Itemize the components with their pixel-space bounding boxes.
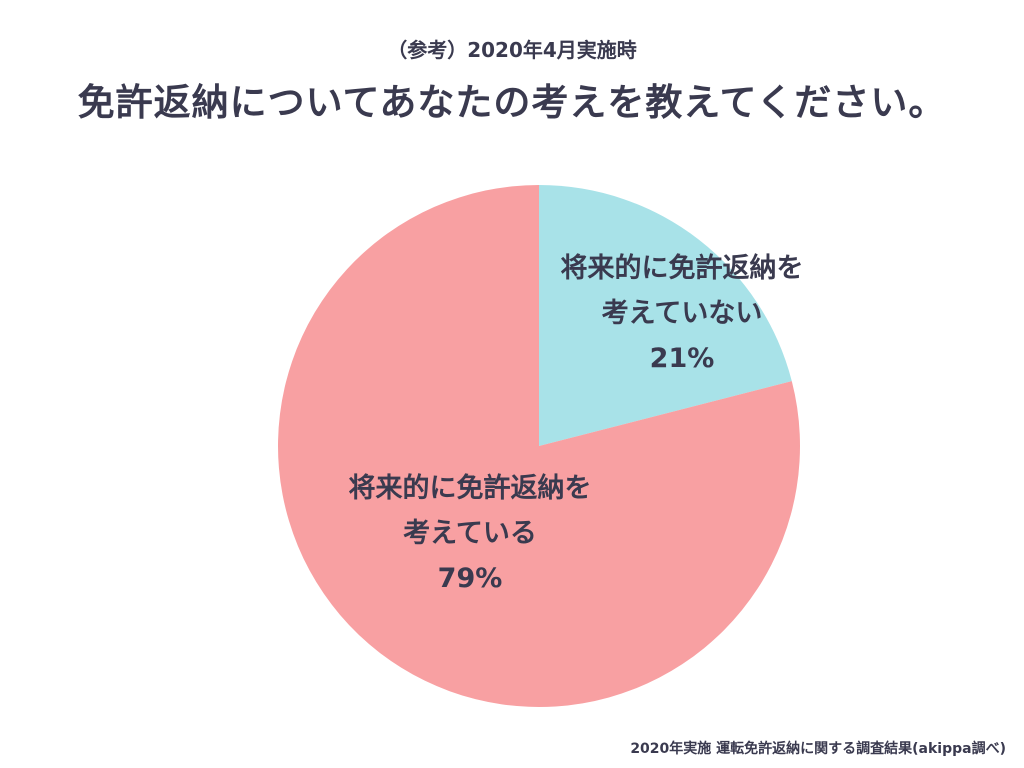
chart-title: 免許返納についてあなたの考えを教えてください。 <box>77 81 947 124</box>
pie-slice-0 <box>539 185 792 446</box>
slice-label-0-line-2: 21% <box>650 343 715 374</box>
chart-subtitle: （参考）2020年4月実施時 <box>387 38 637 62</box>
source-note: 2020年実施 運転免許返納に関する調査結果(akippa調べ) <box>630 741 1006 757</box>
slice-label-1-line-2: 79% <box>438 563 503 594</box>
slice-label-0-line-0: 将来的に免許返納を <box>561 252 804 284</box>
slice-label-0-line-1: 考えていない <box>602 298 763 329</box>
pie-slice-1 <box>277 185 800 707</box>
slice-label-1-line-0: 将来的に免許返納を <box>349 472 592 504</box>
slice-label-1-line-1: 考えている <box>403 518 537 549</box>
